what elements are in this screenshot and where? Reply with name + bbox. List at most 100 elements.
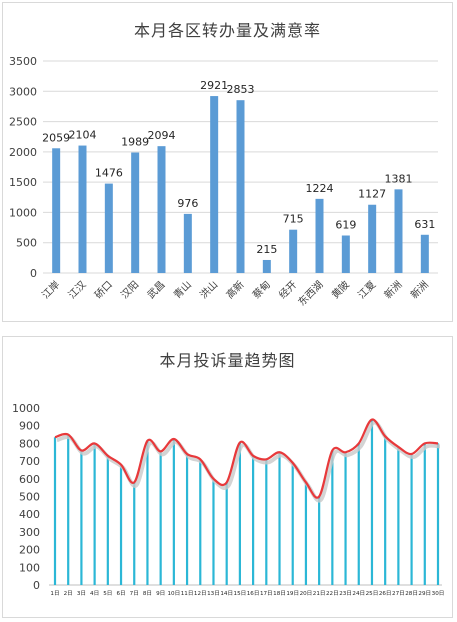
- x-tick-label: 23日: [339, 590, 352, 597]
- x-tick-label: 13日: [207, 590, 220, 597]
- x-tick-label: 7日: [130, 590, 139, 597]
- line-chart: 0 100 200 300 400 500 600 700 800 900 1000 1日 2日 3日 4日…: [12, 402, 445, 597]
- x-tick-label: 经开: [276, 278, 299, 301]
- x-tick-label: 10日: [168, 590, 181, 597]
- x-tick-label: 25日: [366, 590, 379, 597]
- y-tick-label: 0: [30, 267, 37, 280]
- x-tick-label: 9日: [156, 590, 165, 597]
- x-tick-label: 青山: [171, 278, 194, 301]
- bar: [420, 234, 429, 273]
- x-tick-label: 汉阳: [119, 279, 142, 302]
- x-tick-label: 12日: [194, 590, 207, 597]
- line-chart-title: 本月投诉量趋势图: [159, 351, 296, 370]
- y-tick-label: 300: [19, 526, 40, 539]
- x-tick-label: 3日: [77, 590, 86, 597]
- bar: [262, 259, 271, 273]
- x-tick-label: 新洲: [381, 278, 404, 301]
- y-tick-label: 500: [16, 237, 37, 250]
- bar: [52, 148, 61, 273]
- x-tick-label: 16日: [247, 590, 260, 597]
- bar: [78, 145, 87, 273]
- x-tick-label: 蔡甸: [250, 278, 273, 301]
- bar: [157, 146, 166, 273]
- bar: [131, 152, 140, 273]
- x-tick-label: 11日: [181, 590, 194, 597]
- y-tick-label: 800: [19, 437, 40, 450]
- x-tick-label: 20日: [300, 590, 313, 597]
- data-label: 2853: [227, 83, 255, 96]
- x-tick-label: 江汉: [66, 279, 89, 302]
- y-tick-label: 500: [19, 491, 40, 504]
- y-tick-label: 700: [19, 455, 40, 468]
- x-tick-label: 东西湖: [295, 278, 325, 308]
- data-label: 1989: [121, 136, 149, 149]
- x-tick-label: 2日: [64, 590, 73, 597]
- data-label: 215: [256, 243, 277, 256]
- y-tick-label: 400: [19, 508, 40, 521]
- data-label: 1381: [385, 172, 413, 185]
- bar: [104, 183, 113, 273]
- x-tick-label: 江岸: [40, 279, 63, 302]
- x-tick-label: 洪山: [198, 279, 221, 302]
- bar: [236, 100, 245, 273]
- y-tick-label: 100: [19, 561, 40, 574]
- data-label: 1127: [358, 188, 386, 201]
- x-tick-label: 8日: [143, 590, 152, 597]
- line-chart-panel: 本月投诉量趋势图 0 100 200 300 400 500 600 700 800 900 100…: [2, 336, 453, 618]
- x-tick-label: 22日: [326, 590, 339, 597]
- data-label: 976: [177, 197, 198, 210]
- x-tick-label: 15日: [234, 590, 247, 597]
- x-tick-label: 新洲: [408, 278, 431, 301]
- x-tick-label: 硚口: [92, 279, 115, 302]
- x-tick-label: 14日: [220, 590, 233, 597]
- x-tick-label: 28日: [405, 590, 418, 597]
- x-tick-label: 30日: [432, 590, 445, 597]
- bar: [341, 235, 350, 273]
- data-label: 2104: [69, 129, 97, 142]
- bar-chart-title: 本月各区转办量及满意率: [133, 21, 321, 40]
- bar: [394, 189, 403, 273]
- bar: [183, 213, 192, 273]
- y-tick-label: 2500: [9, 116, 37, 129]
- y-tick-label: 600: [19, 473, 40, 486]
- x-tick-label: 武昌: [144, 278, 167, 301]
- y-tick-label: 3000: [9, 85, 37, 98]
- bar: [315, 198, 324, 273]
- x-tick-label: 21日: [313, 590, 326, 597]
- x-tick-label: 江夏: [356, 279, 379, 302]
- data-label: 1224: [306, 182, 334, 195]
- data-label: 619: [335, 219, 356, 232]
- bar-chart: 0 500 1000 1500 2000 2500 3000 3500 2059 江岸 2104 江汉…: [9, 55, 438, 308]
- bar: [210, 96, 219, 273]
- x-tick-label: 黄陂: [329, 278, 352, 301]
- x-tick-label: 26日: [379, 590, 392, 597]
- x-tick-label: 6日: [116, 590, 125, 597]
- y-tick-label: 1000: [9, 206, 37, 219]
- data-label: 1476: [95, 167, 123, 180]
- y-tick-label: 1000: [12, 402, 40, 415]
- x-tick-label: 18日: [273, 590, 286, 597]
- data-label: 2921: [200, 79, 228, 92]
- data-label: 715: [283, 213, 304, 226]
- y-tick-label: 1500: [9, 176, 37, 189]
- data-label: 2094: [148, 129, 176, 142]
- x-tick-label: 27日: [392, 590, 405, 597]
- data-label: 631: [414, 218, 435, 231]
- y-tick-label: 900: [19, 420, 40, 433]
- x-tick-label: 4日: [90, 590, 99, 597]
- data-label: 2059: [42, 131, 70, 144]
- x-tick-label: 29日: [418, 590, 431, 597]
- x-tick-label: 24日: [352, 590, 365, 597]
- bar: [368, 204, 377, 273]
- bar-chart-panel: 本月各区转办量及满意率 0 500 1000 1500 2000 2500 3000 3500…: [2, 2, 453, 322]
- y-tick-label: 200: [19, 544, 40, 557]
- x-tick-label: 5日: [103, 590, 112, 597]
- x-tick-label: 高新: [223, 278, 246, 301]
- y-tick-label: 2000: [9, 146, 37, 159]
- x-tick-label: 17日: [260, 590, 273, 597]
- x-tick-label: 1日: [50, 590, 59, 597]
- y-tick-label: 0: [33, 579, 40, 592]
- series-line: [54, 418, 439, 499]
- x-tick-label: 19日: [286, 590, 299, 597]
- bar: [289, 229, 298, 273]
